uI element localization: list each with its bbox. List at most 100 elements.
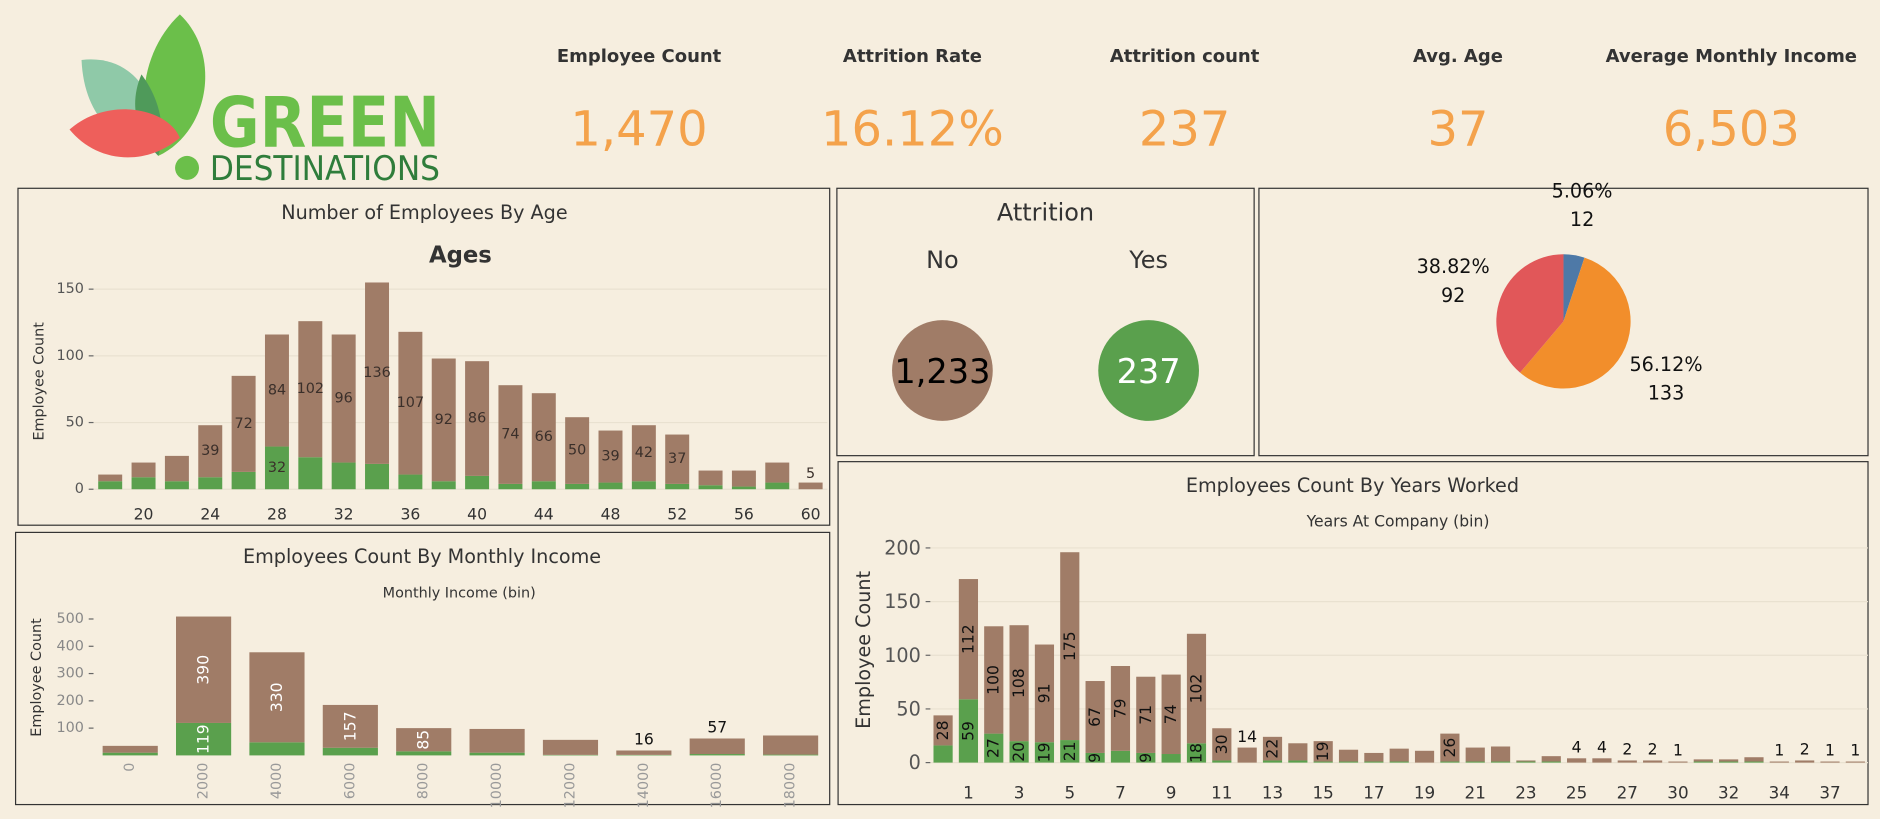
x-tick-label: 60: [801, 505, 821, 523]
bar-segment: [1719, 759, 1739, 762]
bar-segment: [631, 425, 656, 482]
bar-segment: [1313, 741, 1333, 762]
data-label: 119: [195, 724, 213, 754]
bar-segment: [1034, 644, 1055, 743]
data-label: 92: [435, 412, 453, 428]
bar-segment: [984, 733, 1004, 763]
x-tick-label: 17: [1363, 783, 1384, 803]
bar-segment: [1161, 754, 1181, 763]
category-label: No: [926, 246, 959, 274]
x-tick-label: 32: [1718, 783, 1739, 803]
data-label: 1,233: [894, 352, 990, 391]
bar-segment: [396, 728, 452, 752]
kpi-value: 237: [1139, 102, 1231, 158]
data-label: 67: [1086, 707, 1104, 727]
y-axis-title: Employee Count: [29, 618, 45, 737]
x-tick-label: 20: [134, 505, 154, 523]
bar-segment: [1009, 625, 1029, 742]
chart-subtitle: Ages: [429, 242, 492, 268]
bar-segment: [1110, 750, 1131, 763]
panel: [836, 187, 1255, 457]
bar-segment: [1414, 750, 1435, 763]
x-tick-label: 48: [601, 505, 621, 523]
x-tick-label: 6000: [342, 763, 358, 800]
data-label: 107: [397, 395, 424, 411]
bar-segment: [1212, 728, 1232, 761]
bar-segment: [131, 477, 156, 490]
data-label: 91: [1035, 683, 1053, 703]
bar-segment: [598, 430, 623, 483]
bar-segment: [398, 474, 423, 490]
data-label: 100: [985, 665, 1003, 695]
bar-segment: [1085, 681, 1105, 753]
bar-segment: [1490, 746, 1511, 762]
data-label: 330: [268, 682, 286, 712]
kpi-label: Avg. Age: [1413, 46, 1503, 67]
bar-segment: [1567, 758, 1587, 763]
bar-segment: [1364, 761, 1384, 763]
bar-segment: [1364, 752, 1384, 762]
data-label: 42: [635, 445, 653, 461]
kpi-value: 16.12%: [821, 102, 1004, 158]
x-tick-label: 3: [1014, 783, 1025, 803]
data-label: 2: [1622, 741, 1632, 759]
category-label: Yes: [1128, 246, 1168, 274]
data-label: 37: [668, 451, 686, 467]
bar-segment: [1693, 761, 1713, 763]
data-label: 32: [268, 460, 286, 476]
data-label: 26: [1441, 738, 1459, 758]
x-tick-label: 21: [1465, 783, 1486, 803]
data-label: 1: [1774, 742, 1784, 760]
x-tick-label: 7: [1115, 783, 1126, 803]
x-tick-label: 56: [734, 505, 754, 523]
data-label: 74: [1162, 704, 1180, 724]
x-tick-label: 44: [534, 505, 554, 523]
bar-segment: [731, 470, 756, 487]
data-label: 19: [1035, 742, 1053, 762]
y-tick-label: 50: [66, 415, 84, 431]
bar-segment: [631, 481, 656, 490]
panel: [14, 531, 831, 806]
bar-segment: [231, 471, 256, 490]
bar-segment: [498, 483, 523, 490]
bar-segment: [1034, 742, 1055, 763]
data-label: 5: [806, 466, 815, 482]
data-label: 2: [1800, 741, 1810, 759]
bar-segment: [958, 699, 979, 763]
bar-segment: [542, 754, 599, 756]
bar-segment: [469, 728, 525, 753]
bar-segment: [1744, 757, 1764, 762]
bar-segment: [198, 425, 223, 478]
bar-segment: [198, 477, 223, 490]
pie-slice: [1496, 254, 1564, 373]
bar-segment: [1060, 552, 1080, 741]
x-tick-label: 11: [1211, 783, 1232, 803]
data-label: 72: [234, 416, 252, 432]
data-label: 71: [1137, 705, 1155, 725]
data-label: 22: [1264, 739, 1282, 759]
bar-segment: [1617, 760, 1637, 763]
x-tick-label: 34: [1769, 783, 1790, 803]
x-tick-label: 28: [267, 505, 287, 523]
bar-segment: [465, 475, 490, 490]
x-tick-label: 9: [1166, 783, 1177, 803]
bar-segment: [1490, 761, 1511, 763]
data-label: 50: [568, 443, 586, 459]
x-tick-label: 24: [200, 505, 220, 523]
bar-segment: [565, 417, 590, 484]
kpi-label: Attrition count: [1110, 46, 1260, 67]
bar-segment: [469, 752, 525, 756]
bar-segment: [398, 331, 423, 475]
logo-dot: [175, 155, 200, 180]
kpi-value: 37: [1427, 102, 1488, 158]
bar-segment: [1592, 758, 1612, 763]
data-label: 30: [1213, 734, 1231, 754]
bar-segment: [665, 483, 690, 490]
panel: [837, 461, 1869, 806]
data-label: 20: [1010, 742, 1028, 762]
x-tick-label: 13: [1262, 783, 1283, 803]
data-label: 136: [363, 365, 390, 381]
bar-segment: [365, 463, 390, 490]
bar-segment: [763, 735, 819, 755]
pie-value-label: 12: [1570, 208, 1594, 231]
